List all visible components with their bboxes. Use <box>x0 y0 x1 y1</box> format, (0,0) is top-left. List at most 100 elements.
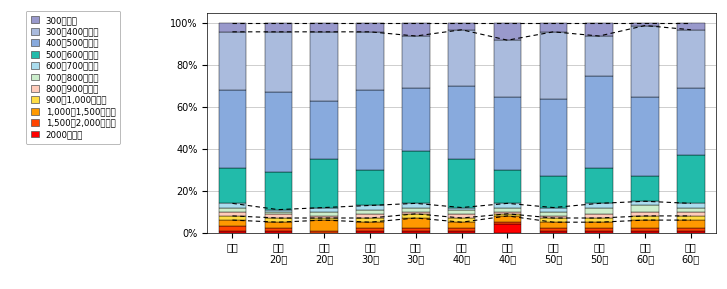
Bar <box>677 229 704 231</box>
Bar <box>265 23 292 32</box>
Bar <box>219 168 246 203</box>
Bar <box>539 229 567 231</box>
Bar <box>448 222 475 229</box>
Bar <box>310 101 338 160</box>
Bar <box>310 216 338 218</box>
Bar <box>448 231 475 233</box>
Bar <box>448 218 475 222</box>
Bar <box>219 32 246 90</box>
Bar <box>310 218 338 220</box>
Bar <box>356 170 384 205</box>
Bar <box>219 226 246 231</box>
Bar <box>448 160 475 208</box>
Bar <box>402 88 430 151</box>
Bar <box>631 25 659 97</box>
Bar <box>539 216 567 218</box>
Bar <box>539 218 567 222</box>
Bar <box>585 208 613 214</box>
Bar <box>219 212 246 216</box>
Bar <box>494 208 521 212</box>
Bar <box>677 30 704 88</box>
Bar <box>585 76 613 168</box>
Bar <box>265 92 292 172</box>
Bar <box>356 32 384 90</box>
Bar <box>310 160 338 208</box>
Bar <box>310 208 338 212</box>
Bar <box>448 86 475 160</box>
Bar <box>494 23 521 40</box>
Bar <box>539 231 567 233</box>
Bar <box>356 229 384 231</box>
Bar <box>677 23 704 30</box>
Bar <box>585 231 613 233</box>
Bar <box>585 214 613 218</box>
Bar <box>402 208 430 212</box>
Bar <box>265 212 292 214</box>
Bar <box>539 99 567 176</box>
Bar <box>631 205 659 212</box>
Bar <box>539 222 567 229</box>
Bar <box>402 214 430 218</box>
Bar <box>539 32 567 99</box>
Bar <box>631 23 659 25</box>
Bar <box>585 36 613 76</box>
Bar <box>356 210 384 214</box>
Bar <box>265 214 292 218</box>
Bar <box>219 23 246 32</box>
Bar <box>310 212 338 216</box>
Bar <box>448 214 475 218</box>
Bar <box>265 32 292 92</box>
Bar <box>494 203 521 208</box>
Bar <box>265 218 292 222</box>
Bar <box>265 210 292 212</box>
Bar <box>494 224 521 233</box>
Bar <box>677 208 704 212</box>
Bar <box>631 231 659 233</box>
Bar <box>585 203 613 208</box>
Bar <box>539 23 567 32</box>
Bar <box>631 229 659 231</box>
Bar <box>494 222 521 224</box>
Bar <box>448 30 475 86</box>
Bar <box>677 231 704 233</box>
Bar <box>677 155 704 203</box>
Bar <box>631 220 659 229</box>
Bar <box>631 97 659 176</box>
Bar <box>356 231 384 233</box>
Bar <box>494 97 521 170</box>
Bar <box>402 212 430 214</box>
Bar <box>265 172 292 210</box>
Bar <box>448 23 475 30</box>
Bar <box>219 203 246 208</box>
Bar <box>677 220 704 229</box>
Bar <box>448 229 475 231</box>
Bar <box>402 218 430 229</box>
Bar <box>631 216 659 220</box>
Bar <box>677 203 704 208</box>
Bar <box>265 231 292 233</box>
Bar <box>494 216 521 222</box>
Bar <box>677 216 704 220</box>
Bar <box>539 208 567 212</box>
Bar <box>402 36 430 88</box>
Bar <box>631 201 659 205</box>
Bar <box>585 168 613 203</box>
Bar <box>585 222 613 229</box>
Bar <box>310 32 338 101</box>
Legend: 300円未満, 300～400円未満, 400～500円未満, 500～600円未満, 600～700円未満, 700～800円未満, 800～900円未満, : 300円未満, 300～400円未満, 400～500円未満, 500～600円… <box>25 11 121 144</box>
Bar <box>402 151 430 203</box>
Bar <box>631 212 659 216</box>
Bar <box>219 231 246 233</box>
Bar <box>402 229 430 231</box>
Bar <box>310 23 338 32</box>
Bar <box>356 23 384 32</box>
Bar <box>585 23 613 36</box>
Bar <box>677 88 704 155</box>
Bar <box>448 210 475 214</box>
Bar <box>585 218 613 222</box>
Bar <box>402 203 430 208</box>
Bar <box>494 214 521 216</box>
Bar <box>402 231 430 233</box>
Bar <box>631 176 659 201</box>
Bar <box>356 214 384 218</box>
